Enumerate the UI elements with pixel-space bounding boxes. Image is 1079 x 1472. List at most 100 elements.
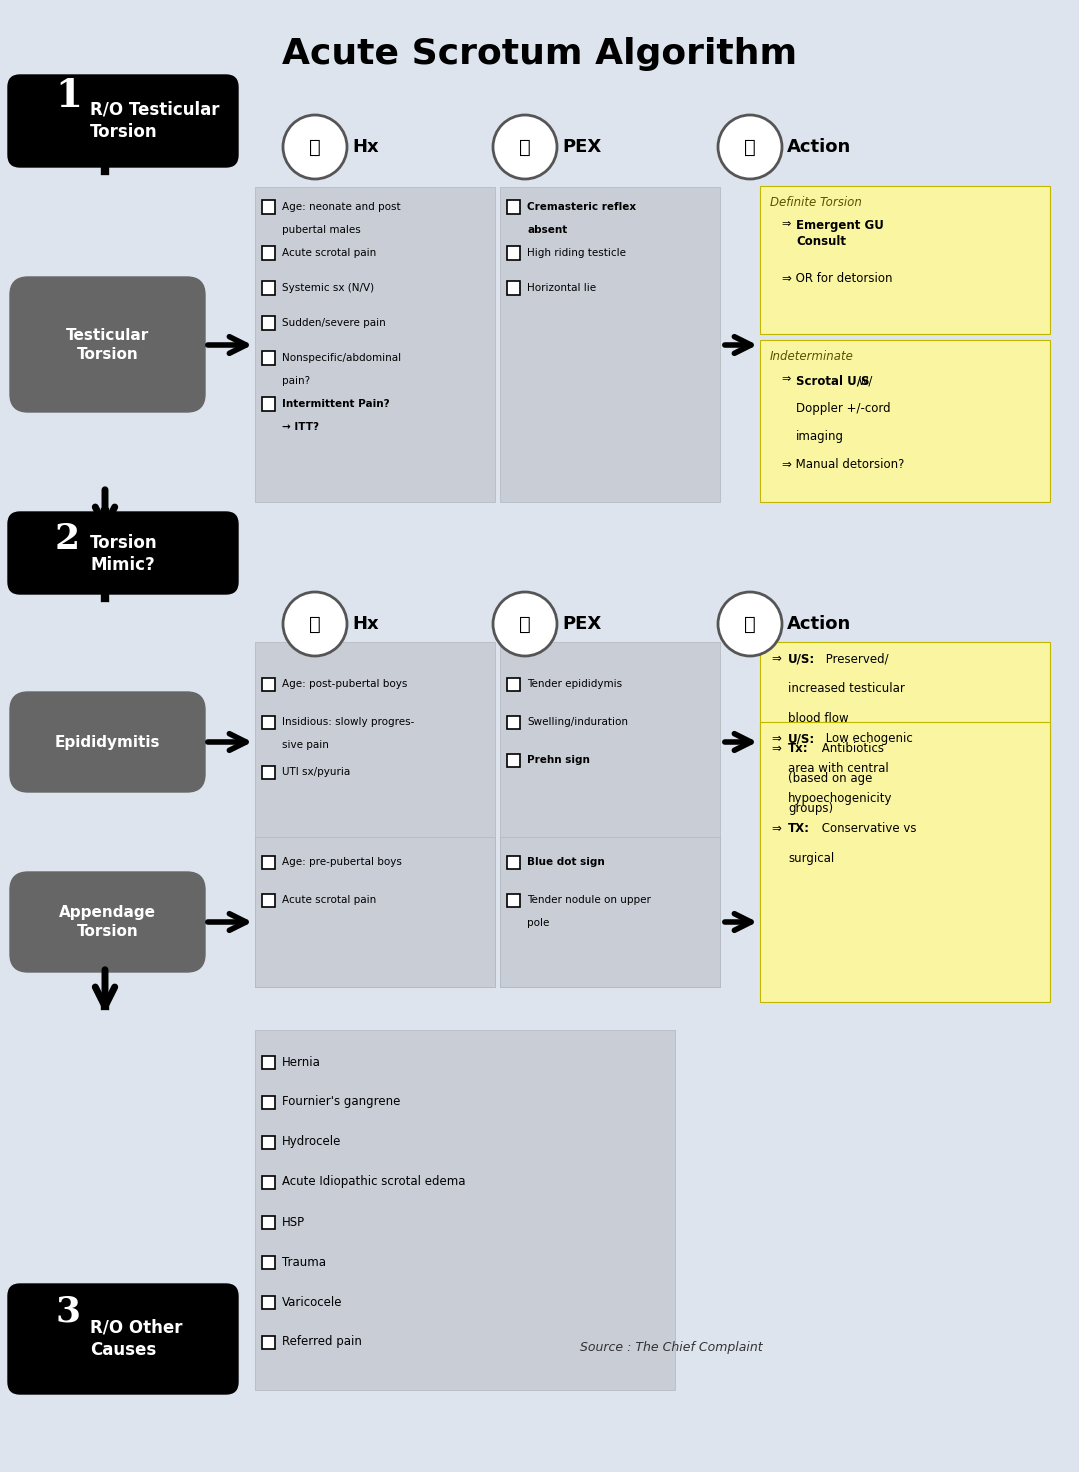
- Text: Conservative vs: Conservative vs: [818, 821, 916, 835]
- Bar: [262, 1256, 275, 1269]
- FancyBboxPatch shape: [255, 187, 495, 502]
- Text: R/O Testicular
Torsion: R/O Testicular Torsion: [90, 102, 219, 141]
- Text: pole: pole: [527, 919, 549, 927]
- Text: ⇒: ⇒: [782, 219, 795, 230]
- Text: Tender nodule on upper: Tender nodule on upper: [527, 895, 651, 905]
- Circle shape: [283, 592, 347, 657]
- Bar: [507, 677, 520, 690]
- Text: Definite Torsion: Definite Torsion: [770, 196, 862, 209]
- Text: Doppler +/-cord: Doppler +/-cord: [796, 402, 890, 415]
- Text: Emergent GU
Consult: Emergent GU Consult: [796, 219, 884, 247]
- Text: Horizontal lie: Horizontal lie: [527, 283, 596, 293]
- FancyBboxPatch shape: [760, 721, 1050, 1002]
- Text: Nonspecific/abdominal: Nonspecific/abdominal: [282, 353, 401, 364]
- Text: Appendage
Torsion: Appendage Torsion: [59, 905, 156, 939]
- Text: area with central: area with central: [788, 762, 889, 774]
- Text: Cremasteric reflex: Cremasteric reflex: [527, 202, 637, 212]
- Text: U/S:: U/S:: [788, 732, 816, 745]
- Text: ⇒ Manual detorsion?: ⇒ Manual detorsion?: [782, 458, 904, 471]
- Text: ⇒: ⇒: [771, 821, 786, 835]
- Text: Indeterminate: Indeterminate: [770, 350, 853, 364]
- Text: absent: absent: [527, 225, 568, 236]
- FancyBboxPatch shape: [8, 602, 1070, 1002]
- Bar: [262, 352, 275, 365]
- Bar: [262, 765, 275, 779]
- FancyBboxPatch shape: [8, 1284, 238, 1394]
- Bar: [507, 715, 520, 729]
- FancyBboxPatch shape: [760, 642, 1050, 917]
- Text: Acute Scrotum Algorithm: Acute Scrotum Algorithm: [282, 37, 797, 71]
- Text: 1: 1: [55, 77, 82, 115]
- FancyBboxPatch shape: [760, 340, 1050, 502]
- Text: PEX: PEX: [562, 615, 601, 633]
- Circle shape: [718, 592, 782, 657]
- Text: blood flow: blood flow: [788, 712, 848, 726]
- Text: 📋: 📋: [309, 614, 320, 633]
- Text: ⇒: ⇒: [771, 652, 786, 665]
- Bar: [262, 397, 275, 411]
- FancyBboxPatch shape: [500, 838, 720, 988]
- Text: Sudden/severe pain: Sudden/severe pain: [282, 318, 386, 328]
- FancyBboxPatch shape: [500, 187, 720, 502]
- Text: hypoechogenicity: hypoechogenicity: [788, 792, 892, 805]
- Text: Scrotal U/S: Scrotal U/S: [796, 374, 870, 387]
- Text: (based on age: (based on age: [788, 771, 873, 785]
- Text: Hx: Hx: [352, 138, 379, 156]
- Text: groups): groups): [788, 802, 833, 815]
- Text: Referred pain: Referred pain: [282, 1335, 361, 1348]
- Text: Varicocele: Varicocele: [282, 1295, 342, 1309]
- Circle shape: [283, 115, 347, 180]
- Text: ⇒ OR for detorsion: ⇒ OR for detorsion: [782, 272, 892, 286]
- Bar: [262, 1295, 275, 1309]
- Text: High riding testicle: High riding testicle: [527, 247, 626, 258]
- Text: → ITT?: → ITT?: [282, 422, 319, 431]
- Text: pubertal males: pubertal males: [282, 225, 360, 236]
- FancyBboxPatch shape: [10, 692, 205, 792]
- Bar: [262, 1135, 275, 1148]
- FancyBboxPatch shape: [255, 642, 495, 988]
- FancyBboxPatch shape: [255, 1030, 675, 1390]
- Circle shape: [493, 592, 557, 657]
- Text: Trauma: Trauma: [282, 1256, 326, 1269]
- FancyBboxPatch shape: [10, 871, 205, 972]
- Text: R/O Other
Causes: R/O Other Causes: [90, 1319, 182, 1359]
- FancyBboxPatch shape: [8, 175, 1070, 506]
- Bar: [507, 855, 520, 868]
- Text: Hernia: Hernia: [282, 1055, 320, 1069]
- Bar: [262, 200, 275, 213]
- Bar: [262, 1335, 275, 1348]
- Text: imaging: imaging: [796, 430, 844, 443]
- FancyBboxPatch shape: [255, 838, 495, 988]
- Text: sive pain: sive pain: [282, 740, 329, 751]
- Text: U/S:: U/S:: [788, 652, 816, 665]
- Text: Low echogenic: Low echogenic: [822, 732, 913, 745]
- Bar: [262, 281, 275, 294]
- Circle shape: [718, 115, 782, 180]
- Text: Tx:: Tx:: [788, 742, 808, 755]
- Text: pain?: pain?: [282, 375, 310, 386]
- Bar: [507, 894, 520, 907]
- Text: Fournier's gangrene: Fournier's gangrene: [282, 1095, 400, 1108]
- Bar: [507, 754, 520, 767]
- Text: UTI sx/pyuria: UTI sx/pyuria: [282, 767, 351, 777]
- Text: PEX: PEX: [562, 138, 601, 156]
- Text: 💉: 💉: [745, 137, 756, 156]
- Text: Testicular
Torsion: Testicular Torsion: [66, 328, 149, 362]
- Text: 📋: 📋: [309, 137, 320, 156]
- Text: 🩺: 🩺: [519, 614, 531, 633]
- Text: Epididymitis: Epididymitis: [55, 735, 161, 749]
- Text: Acute Idiopathic scrotal edema: Acute Idiopathic scrotal edema: [282, 1176, 465, 1188]
- Text: 🩺: 🩺: [519, 137, 531, 156]
- FancyBboxPatch shape: [500, 642, 720, 988]
- Bar: [262, 316, 275, 330]
- Text: surgical: surgical: [788, 852, 834, 866]
- Text: Swelling/induration: Swelling/induration: [527, 717, 628, 727]
- Text: increased testicular: increased testicular: [788, 682, 905, 695]
- Text: Age: pre-pubertal boys: Age: pre-pubertal boys: [282, 857, 401, 867]
- FancyBboxPatch shape: [8, 75, 238, 166]
- Bar: [507, 246, 520, 259]
- Circle shape: [493, 115, 557, 180]
- Text: Hx: Hx: [352, 615, 379, 633]
- Text: Hydrocele: Hydrocele: [282, 1135, 341, 1148]
- FancyBboxPatch shape: [10, 277, 205, 412]
